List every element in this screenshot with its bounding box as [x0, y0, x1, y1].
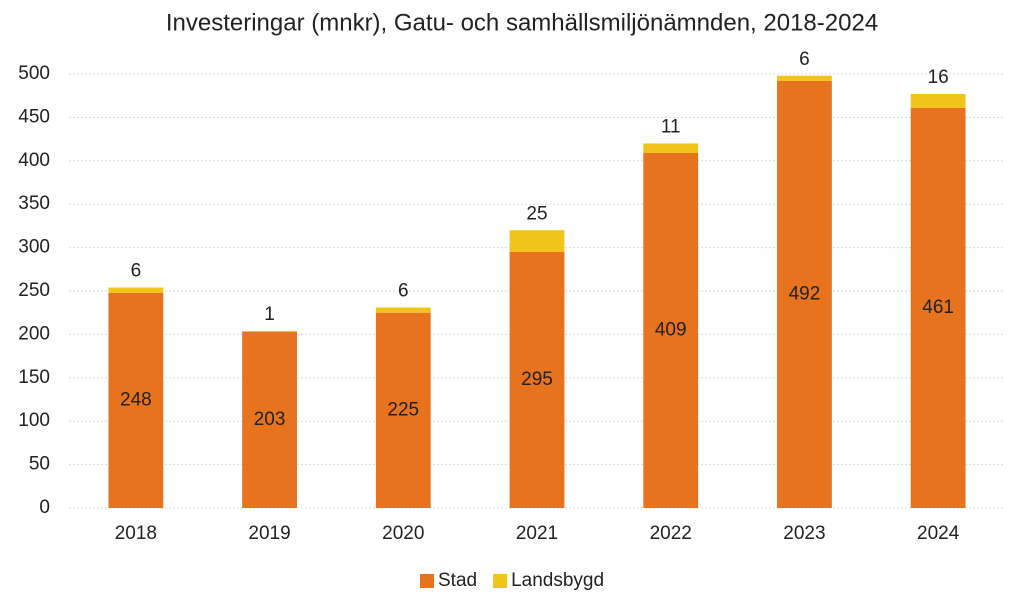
y-tick-label: 0 [39, 497, 50, 518]
data-label: 6 [799, 49, 810, 70]
y-tick-label: 50 [29, 454, 50, 475]
bar-segment [375, 312, 431, 508]
bar-segment [242, 330, 297, 332]
legend-label: Landsbygd [511, 570, 604, 591]
data-label: 492 [789, 283, 821, 304]
y-tick-label: 300 [18, 237, 50, 258]
legend-label: Stad [438, 570, 477, 591]
bar-segment [108, 292, 164, 508]
legend-swatch [493, 574, 508, 588]
y-tick-label: 350 [18, 193, 50, 214]
x-tick-label: 2022 [650, 523, 692, 544]
data-label: 16 [928, 67, 949, 88]
bar-segment [910, 107, 966, 509]
bar-segment [242, 331, 297, 508]
x-tick-label: 2021 [516, 523, 558, 544]
bar-segment [910, 93, 966, 108]
data-label: 11 [661, 116, 681, 137]
data-label: 203 [254, 409, 286, 430]
data-label: 6 [398, 281, 409, 302]
data-label: 295 [521, 369, 553, 390]
data-label: 409 [655, 320, 687, 341]
x-tick-label: 2023 [783, 523, 825, 544]
data-label: 248 [120, 389, 152, 410]
chart-title: Investeringar (mnkr), Gatu- och samhälls… [166, 9, 878, 36]
bar-segment [509, 230, 565, 252]
y-tick-label: 450 [18, 106, 50, 127]
data-label: 25 [526, 203, 547, 224]
bar-segment [777, 75, 832, 81]
y-tick-label: 200 [18, 323, 50, 344]
x-tick-label: 2018 [115, 523, 157, 544]
y-tick-label: 150 [18, 367, 50, 388]
bar-segment [375, 307, 431, 313]
bar-segment [643, 152, 699, 508]
data-label: 6 [131, 261, 142, 282]
y-tick-label: 500 [18, 63, 50, 84]
x-tick-label: 2020 [382, 523, 424, 544]
bar-segment [777, 80, 832, 508]
y-tick-label: 100 [18, 410, 50, 431]
y-tick-label: 400 [18, 150, 50, 171]
y-tick-label: 250 [18, 280, 50, 301]
data-label: 461 [922, 297, 954, 318]
x-tick-label: 2024 [917, 523, 960, 544]
bar-segment [108, 287, 164, 293]
data-label: 1 [264, 304, 275, 325]
bar-segment [643, 143, 699, 153]
bar-segment [509, 251, 565, 508]
legend-swatch [420, 574, 434, 588]
x-tick-label: 2019 [248, 523, 290, 544]
data-label: 225 [387, 399, 419, 420]
